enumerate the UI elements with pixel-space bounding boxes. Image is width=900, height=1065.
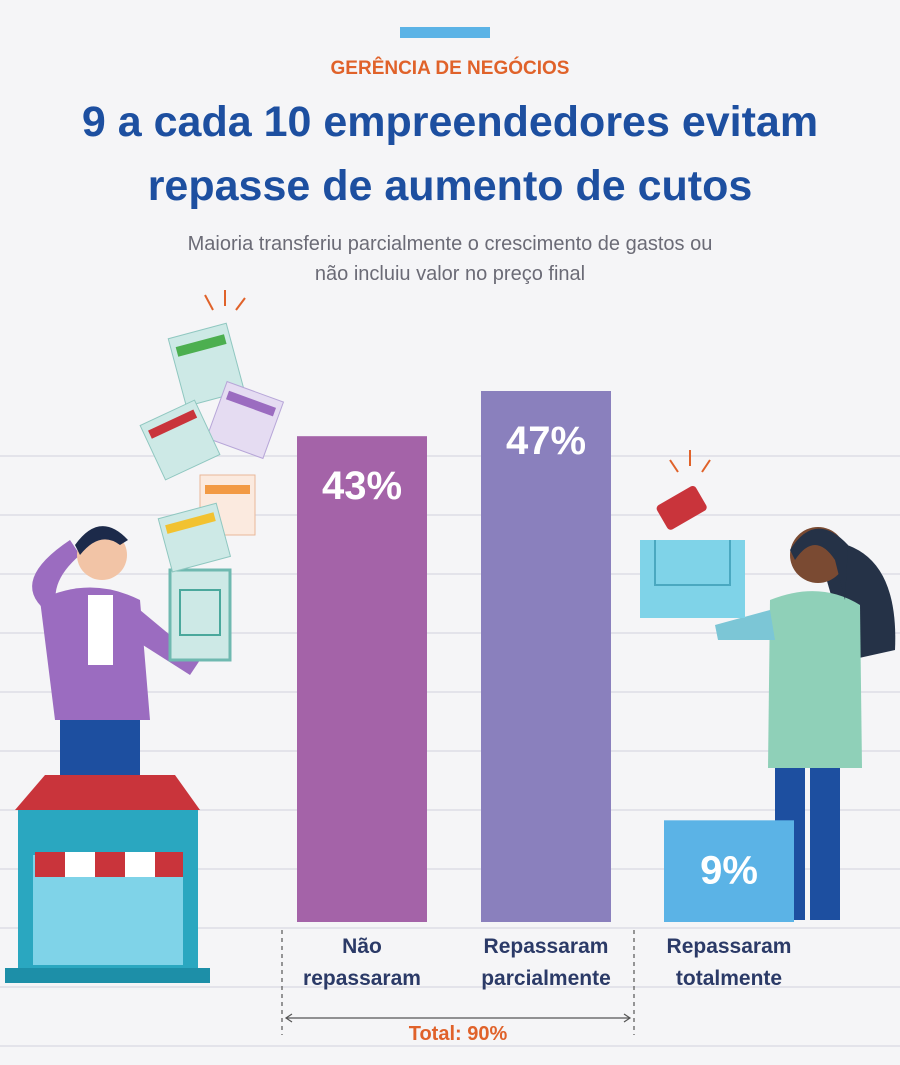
top-tab	[400, 27, 490, 38]
x-tick-label: Não repassaram	[303, 935, 421, 990]
chart-subtitle: Maioria transferiu parcialmente o cresci…	[187, 233, 713, 285]
bar	[664, 820, 794, 922]
bar	[481, 391, 611, 922]
total-bracket	[281, 930, 635, 1035]
x-tick-label: Repassaram parcialmente	[481, 935, 611, 990]
illustration-man	[5, 290, 285, 983]
chart-title: 9 a cada 10 empreendedores evitam repass…	[81, 98, 819, 210]
bar	[297, 436, 427, 922]
x-tick-label: Repassaram totalmente	[666, 935, 792, 990]
value-label: 43%	[322, 464, 402, 508]
value-label: 47%	[506, 419, 586, 463]
total-annotation: Total: 90%	[408, 1023, 508, 1045]
kicker: GERÊNCIA DE NEGÓCIOS	[330, 58, 570, 79]
value-label: 9%	[700, 848, 758, 892]
